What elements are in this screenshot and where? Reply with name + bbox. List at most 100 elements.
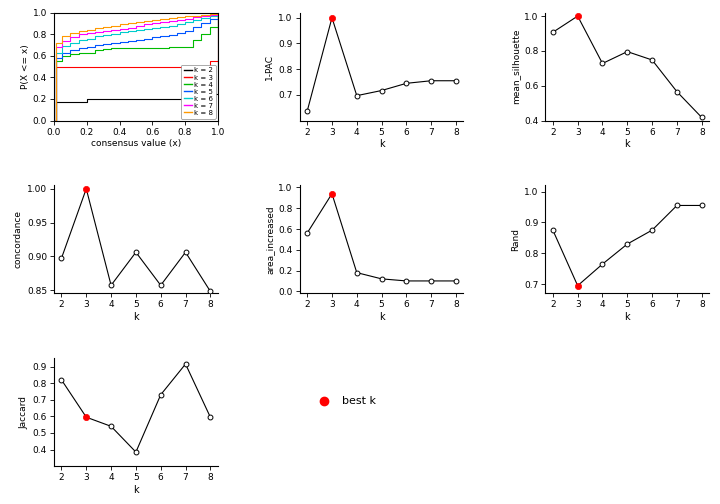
- k = 2: [132, 96, 140, 102]
- k = 3: [74, 64, 83, 70]
- k = 6: [50, 117, 58, 123]
- k = 3: [213, 58, 222, 64]
- k = 8: [205, 11, 214, 17]
- k = 8: [156, 16, 165, 22]
- k = 3: [181, 64, 189, 70]
- k = 3: [173, 64, 181, 70]
- k = 7: [115, 26, 124, 32]
- k = 7: [213, 10, 222, 16]
- Y-axis label: Rand: Rand: [511, 228, 520, 251]
- k = 3: [205, 58, 214, 64]
- k = 5: [107, 40, 116, 46]
- k = 8: [189, 13, 197, 19]
- Y-axis label: P(X <= x): P(X <= x): [21, 44, 30, 89]
- Line: k = 5: k = 5: [54, 13, 217, 120]
- k = 5: [58, 49, 66, 55]
- k = 3: [115, 64, 124, 70]
- X-axis label: k: k: [624, 312, 630, 322]
- k = 5: [115, 39, 124, 45]
- k = 2: [197, 96, 206, 102]
- k = 6: [148, 25, 156, 31]
- k = 7: [74, 31, 83, 37]
- k = 8: [66, 30, 75, 36]
- k = 7: [164, 18, 173, 24]
- k = 8: [123, 20, 132, 26]
- k = 5: [74, 45, 83, 51]
- k = 7: [132, 23, 140, 29]
- k = 4: [74, 49, 83, 55]
- k = 8: [51, 40, 60, 46]
- k = 4: [148, 45, 156, 51]
- k = 7: [107, 27, 116, 33]
- k = 4: [99, 46, 107, 52]
- k = 5: [50, 117, 58, 123]
- k = 2: [58, 99, 66, 105]
- k = 4: [91, 47, 99, 53]
- k = 5: [99, 41, 107, 47]
- k = 6: [74, 37, 83, 43]
- k = 4: [164, 44, 173, 50]
- k = 6: [140, 26, 148, 32]
- k = 6: [115, 29, 124, 35]
- k = 4: [51, 58, 60, 64]
- k = 2: [50, 117, 59, 123]
- X-axis label: k: k: [133, 312, 139, 322]
- k = 7: [181, 16, 189, 22]
- k = 6: [91, 33, 99, 39]
- k = 2: [189, 96, 197, 102]
- k = 5: [123, 38, 132, 44]
- k = 5: [91, 42, 99, 48]
- k = 4: [173, 44, 181, 50]
- k = 3: [107, 64, 116, 70]
- k = 8: [148, 17, 156, 23]
- k = 3: [132, 64, 140, 70]
- k = 6: [51, 49, 60, 55]
- k = 8: [107, 23, 116, 29]
- k = 7: [197, 13, 206, 19]
- k = 6: [213, 10, 222, 16]
- k = 6: [173, 22, 181, 28]
- k = 7: [205, 12, 214, 18]
- Line: k = 4: k = 4: [54, 13, 217, 120]
- k = 8: [181, 13, 189, 19]
- k = 7: [173, 17, 181, 23]
- Text: best k: best k: [342, 397, 377, 406]
- k = 2: [164, 96, 173, 102]
- k = 4: [82, 49, 91, 55]
- k = 2: [213, 91, 222, 97]
- k = 6: [213, 13, 222, 19]
- k = 7: [156, 19, 165, 25]
- k = 6: [82, 35, 91, 41]
- k = 8: [58, 33, 66, 39]
- k = 8: [91, 25, 99, 31]
- k = 3: [164, 64, 173, 70]
- k = 7: [148, 20, 156, 26]
- k = 3: [51, 64, 60, 70]
- k = 5: [156, 33, 165, 39]
- k = 8: [197, 12, 206, 18]
- k = 4: [58, 53, 66, 59]
- X-axis label: k: k: [379, 312, 384, 322]
- Legend: k = 2, k = 3, k = 4, k = 5, k = 6, k = 7, k = 8: k = 2, k = 3, k = 4, k = 5, k = 6, k = 7…: [181, 65, 216, 118]
- k = 6: [189, 17, 197, 23]
- k = 3: [213, 10, 222, 16]
- k = 5: [140, 35, 148, 41]
- k = 5: [51, 55, 60, 61]
- k = 6: [205, 13, 214, 19]
- Line: k = 2: k = 2: [54, 13, 217, 120]
- k = 8: [213, 10, 222, 16]
- k = 4: [197, 31, 206, 37]
- k = 2: [82, 96, 91, 102]
- k = 6: [123, 28, 132, 34]
- k = 3: [50, 117, 58, 123]
- k = 4: [132, 45, 140, 51]
- k = 4: [66, 50, 75, 56]
- k = 2: [181, 96, 189, 102]
- k = 2: [148, 96, 156, 102]
- k = 4: [205, 24, 214, 30]
- k = 4: [50, 117, 58, 123]
- k = 3: [99, 64, 107, 70]
- k = 4: [156, 45, 165, 51]
- k = 3: [82, 64, 91, 70]
- k = 3: [140, 64, 148, 70]
